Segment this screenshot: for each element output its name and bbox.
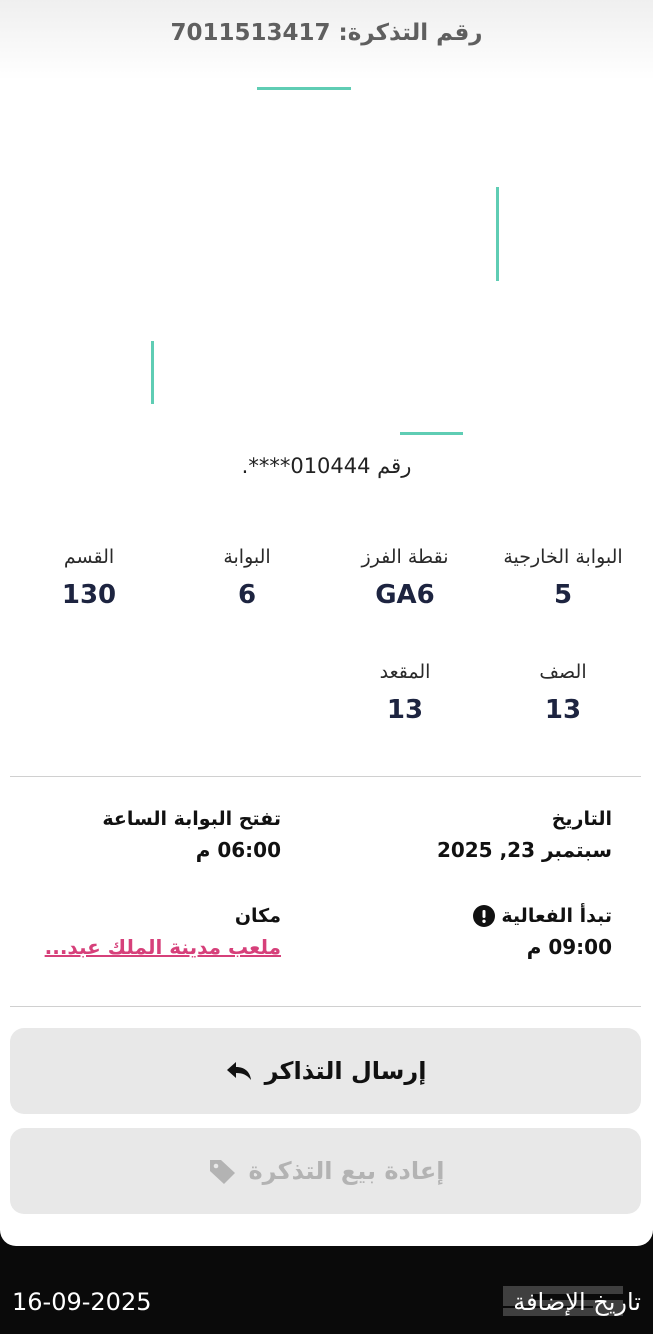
gate: البوابة 6 — [172, 546, 322, 610]
row-value: 13 — [544, 695, 582, 725]
added-date-label: تاريخ الإضافة — [513, 1288, 641, 1316]
info-icon[interactable] — [473, 905, 496, 927]
divider — [10, 776, 641, 777]
send-tickets-label: إرسال التذاكر — [264, 1057, 427, 1085]
added-date: 16-09-2025 — [12, 1288, 152, 1316]
haraj-watermark-logo — [503, 1286, 623, 1316]
footer: 16-09-2025 تاريخ الإضافة — [0, 1286, 653, 1324]
event-start-label: تبدأ الفعالية — [501, 905, 612, 927]
divider — [10, 1006, 641, 1007]
event-start-value: 09:00 م — [526, 935, 612, 959]
venue: مكان ملعب مدينة الملك عبد... — [1, 905, 281, 959]
screening-point-value: GA6 — [375, 580, 435, 610]
ticket-number: رقم التذكرة: 7011513417 — [170, 20, 483, 46]
seat-value: 13 — [386, 695, 424, 725]
seat-label: المقعد — [379, 661, 431, 683]
send-tickets-button[interactable]: إرسال التذاكر — [10, 1028, 641, 1114]
resell-ticket-label: إعادة بيع التذكرة — [248, 1157, 445, 1185]
masked-id-number: رقم 010444****. — [241, 454, 412, 478]
date-value: سبتمبر 23, 2025 — [436, 838, 612, 862]
gate-open-value: 06:00 م — [195, 838, 281, 862]
row: الصف 13 — [488, 661, 638, 725]
event-start: تبدأ الفعالية 09:00 م — [332, 905, 612, 959]
section: القسم 130 — [14, 546, 164, 610]
seat: المقعد 13 — [330, 661, 480, 725]
qr-marker — [400, 432, 463, 435]
resell-ticket-button[interactable]: إعادة بيع التذكرة — [10, 1128, 641, 1214]
screening-point: نقطة الفرز GA6 — [330, 546, 480, 610]
qr-marker — [496, 187, 499, 281]
qr-marker — [151, 341, 154, 404]
section-value: 130 — [61, 580, 117, 610]
venue-link[interactable]: ملعب مدينة الملك عبد... — [44, 935, 281, 959]
header-bar — [0, 0, 653, 80]
date-label: التاريخ — [551, 808, 612, 830]
tag-icon — [209, 1160, 235, 1184]
qr-marker — [257, 87, 351, 90]
outer-gate-value: 5 — [553, 580, 573, 610]
outer-gate-label: البوابة الخارجية — [503, 546, 623, 568]
outer-gate: البوابة الخارجية 5 — [488, 546, 638, 610]
share-arrow-icon — [226, 1062, 251, 1080]
section-label: القسم — [63, 546, 115, 568]
venue-label: مكان — [234, 905, 281, 927]
gate-value: 6 — [237, 580, 257, 610]
gate-open-label: تفتح البوابة الساعة — [102, 808, 281, 830]
screening-point-label: نقطة الفرز — [361, 546, 449, 568]
row-label: الصف — [539, 661, 587, 683]
gate-label: البوابة — [223, 546, 271, 568]
ticket-card: رقم التذكرة: 7011513417 رقم 010444****. … — [0, 0, 653, 1246]
event-date: التاريخ سبتمبر 23, 2025 — [332, 808, 612, 862]
gate-open-time: تفتح البوابة الساعة 06:00 م — [1, 808, 281, 862]
